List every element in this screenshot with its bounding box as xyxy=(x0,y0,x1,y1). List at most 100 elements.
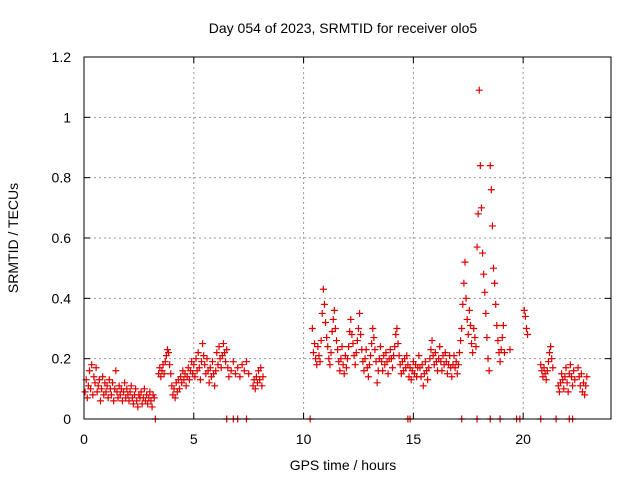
data-point xyxy=(431,349,439,357)
data-point xyxy=(140,385,148,393)
data-point xyxy=(161,358,169,366)
data-point xyxy=(465,306,473,314)
data-point xyxy=(492,300,500,308)
data-point xyxy=(336,367,344,375)
data-point xyxy=(340,370,348,378)
data-point xyxy=(83,394,91,402)
data-point xyxy=(148,403,156,411)
y-tick-label: 0.2 xyxy=(52,351,72,367)
data-point xyxy=(428,337,436,345)
data-point xyxy=(455,349,463,357)
data-point xyxy=(418,361,426,369)
data-point xyxy=(461,258,469,266)
data-point xyxy=(485,367,493,375)
data-point xyxy=(333,337,341,345)
data-point xyxy=(482,309,490,317)
data-point xyxy=(459,300,467,308)
data-point xyxy=(524,331,532,339)
data-point xyxy=(555,388,563,396)
data-point xyxy=(472,343,480,351)
data-point xyxy=(470,325,478,332)
data-point xyxy=(200,352,208,360)
chart-title: Day 054 of 2023, SRMTID for receiver olo… xyxy=(209,20,478,36)
data-point xyxy=(542,376,550,384)
data-point xyxy=(339,361,347,369)
data-point xyxy=(126,388,134,396)
data-point xyxy=(192,355,200,363)
data-point xyxy=(582,382,590,390)
y-tick-label: 0.6 xyxy=(52,230,72,246)
data-point xyxy=(403,352,411,360)
data-point xyxy=(548,355,556,363)
data-point xyxy=(132,385,140,393)
data-point xyxy=(89,391,97,399)
data-point xyxy=(356,309,364,317)
data-point xyxy=(257,364,265,372)
data-point xyxy=(116,391,124,399)
data-point xyxy=(309,349,317,357)
data-point xyxy=(522,325,530,332)
data-point xyxy=(498,334,506,342)
data-point xyxy=(337,355,345,363)
data-point xyxy=(166,361,174,369)
data-point xyxy=(256,376,264,384)
data-point xyxy=(167,370,175,378)
data-point xyxy=(331,325,339,332)
data-point xyxy=(441,349,449,357)
data-point xyxy=(391,343,399,351)
data-point xyxy=(195,364,203,372)
data-point xyxy=(564,388,572,396)
data-point xyxy=(424,376,432,384)
data-point xyxy=(477,204,485,212)
data-point xyxy=(384,370,392,378)
data-point xyxy=(563,379,571,387)
data-point xyxy=(240,367,248,375)
data-point xyxy=(245,370,253,378)
data-point xyxy=(501,349,509,357)
data-point xyxy=(558,370,566,378)
data-point xyxy=(85,367,93,375)
data-point xyxy=(95,376,103,384)
data-point xyxy=(222,358,230,366)
data-point xyxy=(360,367,368,375)
data-point xyxy=(497,346,505,354)
data-point xyxy=(177,373,185,381)
data-point xyxy=(571,376,579,384)
data-point xyxy=(252,373,260,381)
data-point xyxy=(415,352,423,360)
data-point xyxy=(427,346,435,354)
data-point xyxy=(325,355,333,363)
data-point xyxy=(484,355,492,363)
y-tick-label: 1 xyxy=(63,109,71,125)
data-point xyxy=(493,321,501,329)
data-point xyxy=(201,361,209,369)
data-point xyxy=(212,367,220,375)
data-point xyxy=(330,306,338,314)
data-point xyxy=(329,315,337,323)
data-point xyxy=(547,343,555,351)
data-point xyxy=(382,349,390,357)
data-point xyxy=(196,376,204,384)
data-point xyxy=(364,373,372,381)
data-point xyxy=(319,285,327,293)
data-point xyxy=(232,370,240,378)
data-point xyxy=(479,249,487,257)
x-tick-label: 10 xyxy=(296,431,312,447)
data-point xyxy=(194,349,202,357)
data-point xyxy=(474,210,482,218)
data-point xyxy=(203,355,211,363)
data-point xyxy=(215,343,223,351)
data-point xyxy=(368,340,376,348)
data-point xyxy=(562,364,570,372)
y-tick-label: 0.8 xyxy=(52,170,72,186)
data-point xyxy=(520,306,528,314)
data-point xyxy=(491,279,499,287)
data-point xyxy=(376,343,384,351)
data-point xyxy=(438,367,446,375)
data-point xyxy=(544,358,552,366)
data-point xyxy=(113,388,121,396)
data-series xyxy=(81,86,591,411)
data-point xyxy=(317,337,325,345)
data-point xyxy=(87,385,95,393)
data-point xyxy=(123,385,131,393)
